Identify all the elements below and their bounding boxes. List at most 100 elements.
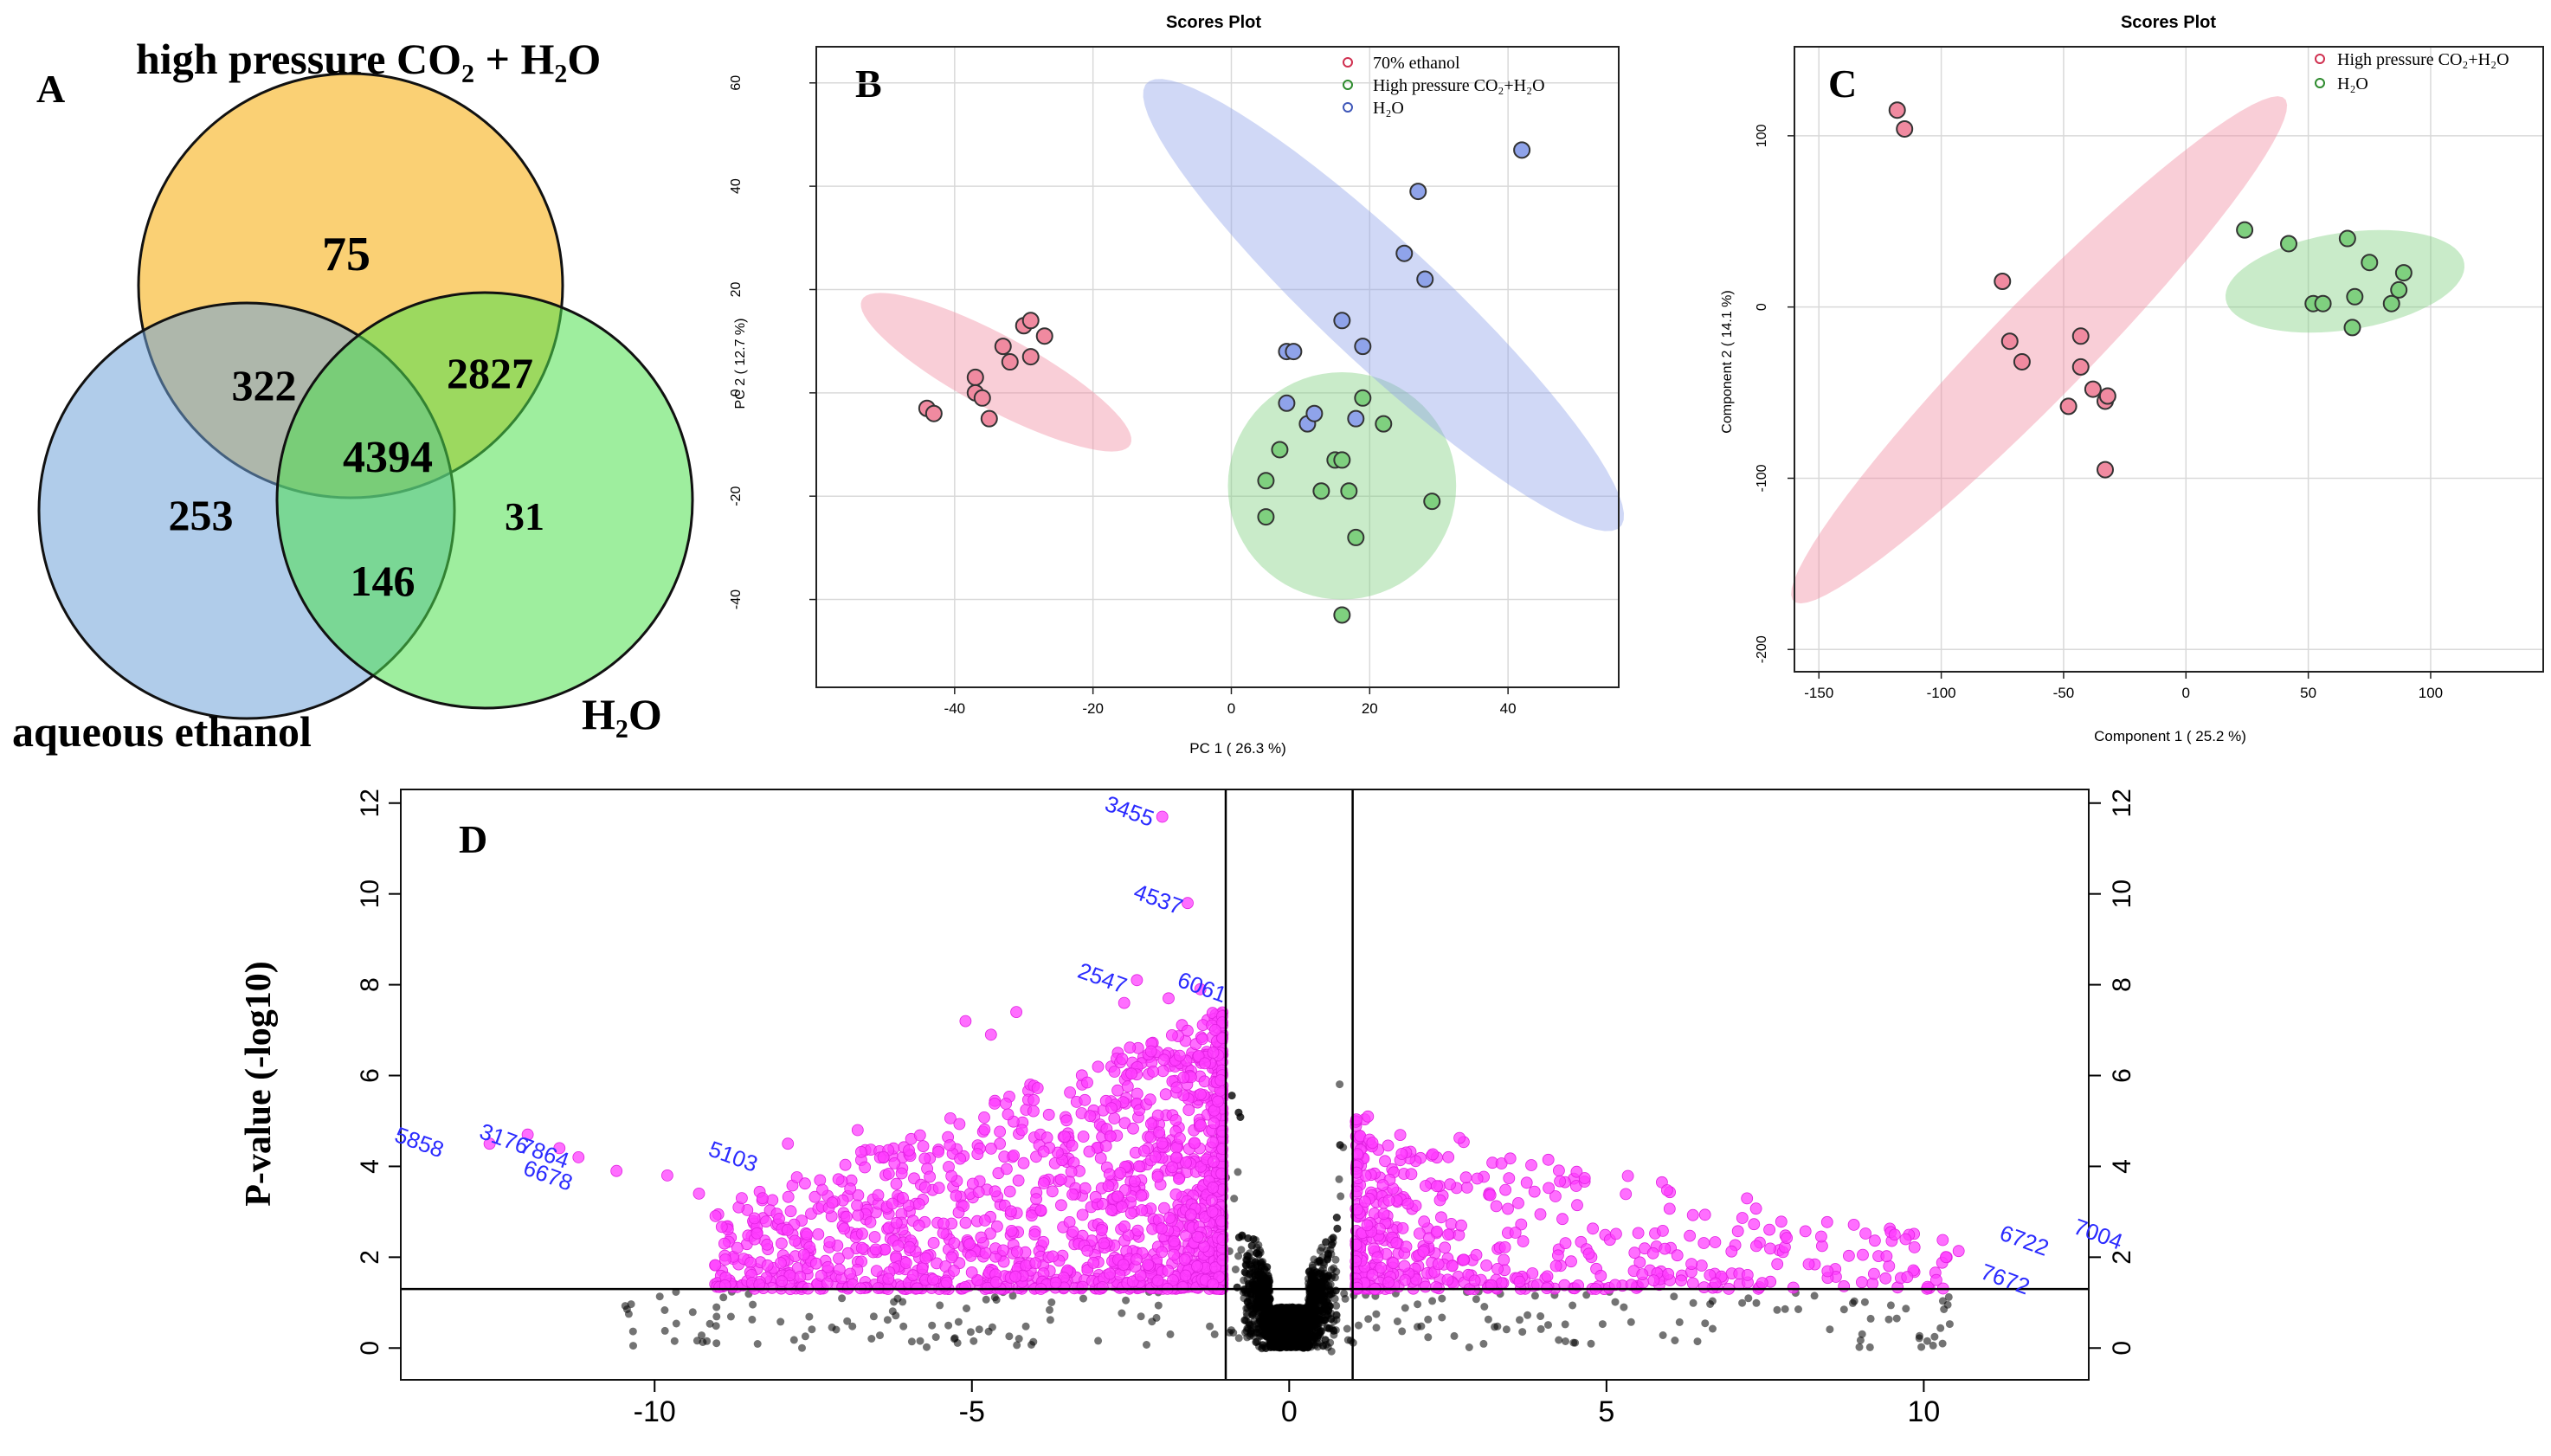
volcano-point-nonsig	[966, 1328, 975, 1337]
volcano-point-nonsig	[1323, 1324, 1331, 1332]
volcano-point-nonsig	[970, 1337, 978, 1345]
volcano-point-sig	[1441, 1273, 1454, 1286]
volcano-point-sig	[1145, 1118, 1157, 1131]
volcano-point-sig	[1159, 1088, 1172, 1101]
volcano-point-sig	[1361, 1219, 1374, 1232]
volcano-point-nonsig	[1294, 1307, 1303, 1316]
volcano-point-nonsig	[950, 1334, 959, 1343]
volcano-point-sig	[924, 1170, 936, 1183]
volcano-point-sig	[693, 1188, 705, 1200]
volcano-point-sig	[1459, 1171, 1472, 1184]
y-tick-label: -100	[1755, 464, 1769, 492]
volcano-point-nonsig	[1701, 1319, 1710, 1328]
volcano-point-nonsig	[1781, 1305, 1789, 1313]
volcano-point-sig	[1002, 1108, 1015, 1121]
volcano-point-label: 7672	[1977, 1259, 2033, 1300]
score-point	[2394, 264, 2412, 282]
volcano-point-sig	[912, 1219, 925, 1232]
volcano-point-sig	[1382, 1194, 1395, 1207]
volcano-point-nonsig	[984, 1327, 993, 1336]
volcano-point-sig	[1748, 1218, 1761, 1231]
volcano-point-nonsig	[1917, 1343, 1926, 1351]
volcano-point-sig	[1697, 1281, 1710, 1293]
volcano-point-sig	[945, 1169, 958, 1182]
volcano-point-nonsig	[1304, 1267, 1313, 1276]
volcano-point-sig	[1697, 1237, 1710, 1249]
volcano-point-sig	[851, 1124, 864, 1137]
panel-a-label: A	[36, 67, 65, 111]
score-point	[1513, 141, 1531, 159]
volcano-point-sig	[1195, 1088, 1207, 1101]
volcano-point-nonsig	[1329, 1234, 1337, 1242]
volcano-point-nonsig	[1237, 1246, 1246, 1254]
volcano-point-nonsig	[1372, 1310, 1381, 1318]
panel-b-ellipses	[860, 79, 1624, 600]
volcano-point-nonsig	[1329, 1289, 1337, 1298]
volcano-point-nonsig	[1322, 1340, 1330, 1349]
score-point	[2236, 221, 2254, 239]
volcano-point-nonsig	[1258, 1343, 1266, 1352]
volcano-point-nonsig	[1555, 1336, 1563, 1344]
volcano-point-nonsig	[1940, 1305, 1949, 1313]
x-tick-label: 0	[1281, 1395, 1298, 1428]
volcano-point-sig	[1377, 1208, 1390, 1221]
legend-entry: 70% ethanol	[1373, 54, 1460, 73]
y-tick-label-left: 4	[356, 1159, 384, 1174]
volcano-point-nonsig	[1336, 1141, 1344, 1150]
volcano-point-sig	[1362, 1110, 1375, 1123]
volcano-point-sig	[718, 1237, 731, 1250]
volcano-point-nonsig	[1152, 1313, 1161, 1322]
volcano-point-sig	[917, 1140, 930, 1152]
x-tick-label: -20	[1082, 700, 1104, 717]
volcano-point-nonsig	[1079, 1294, 1087, 1303]
volcano-point-sig	[948, 1237, 961, 1249]
volcano-point-sig	[1471, 1172, 1484, 1185]
volcano-point-sig	[1419, 1280, 1432, 1293]
volcano-point-sig	[1781, 1232, 1794, 1244]
volcano-point-sig	[1857, 1248, 1869, 1261]
volcano-point-nonsig	[1122, 1296, 1131, 1305]
volcano-point-nonsig	[1524, 1311, 1532, 1319]
volcano-point-nonsig	[1693, 1337, 1702, 1346]
x-tick-label: 100	[2419, 685, 2443, 701]
volcano-point-nonsig	[1571, 1338, 1580, 1347]
y-tick-label-left: 8	[356, 977, 384, 992]
volcano-point-sig	[1952, 1245, 1965, 1258]
volcano-point-sig	[890, 1177, 903, 1190]
volcano-point-sig	[1084, 1110, 1097, 1123]
volcano-point-sig	[1366, 1137, 1379, 1149]
volcano-point-sig	[826, 1196, 839, 1209]
volcano-point-sig	[719, 1253, 731, 1266]
volcano-point-sig	[1661, 1184, 1673, 1196]
volcano-point-nonsig	[1930, 1332, 1939, 1341]
panel-b-title: Scores Plot	[1166, 13, 1261, 32]
volcano-point-sig	[978, 1123, 991, 1136]
volcano-point-sig	[1621, 1169, 1634, 1182]
x-tick-label: -10	[634, 1395, 676, 1428]
volcano-point-sig	[1647, 1274, 1660, 1287]
volcano-point-sig	[1143, 1093, 1156, 1106]
panel-c-points	[1888, 101, 2412, 479]
volcano-point-sig	[964, 1250, 977, 1262]
volcano-point-sig	[1480, 1260, 1492, 1272]
volcano-point-sig	[1046, 1185, 1059, 1198]
legend-marker	[2315, 54, 2325, 64]
volcano-point-sig	[1543, 1182, 1555, 1195]
venn-label-water: H₂O	[582, 690, 662, 738]
y-tick-label-left: 6	[356, 1068, 384, 1083]
volcano-point-sig	[1099, 1140, 1112, 1152]
volcano-point-sig	[1908, 1241, 1921, 1253]
volcano-point-nonsig	[1309, 1297, 1317, 1305]
volcano-point-nonsig	[1245, 1318, 1253, 1327]
volcano-point-sig	[869, 1243, 882, 1256]
volcano-point-sig	[1684, 1229, 1696, 1242]
volcano-point-sig	[1431, 1225, 1443, 1238]
volcano-point-sig	[1147, 1066, 1159, 1078]
volcano-point-sig	[1131, 974, 1143, 987]
score-point	[2071, 327, 2090, 345]
x-tick-label: 10	[1907, 1395, 1940, 1428]
volcano-point-nonsig	[1143, 1341, 1150, 1349]
volcano-point-nonsig	[1417, 1322, 1426, 1330]
volcano-point-sig	[1888, 1228, 1901, 1241]
volcano-point-sig	[1686, 1208, 1699, 1221]
